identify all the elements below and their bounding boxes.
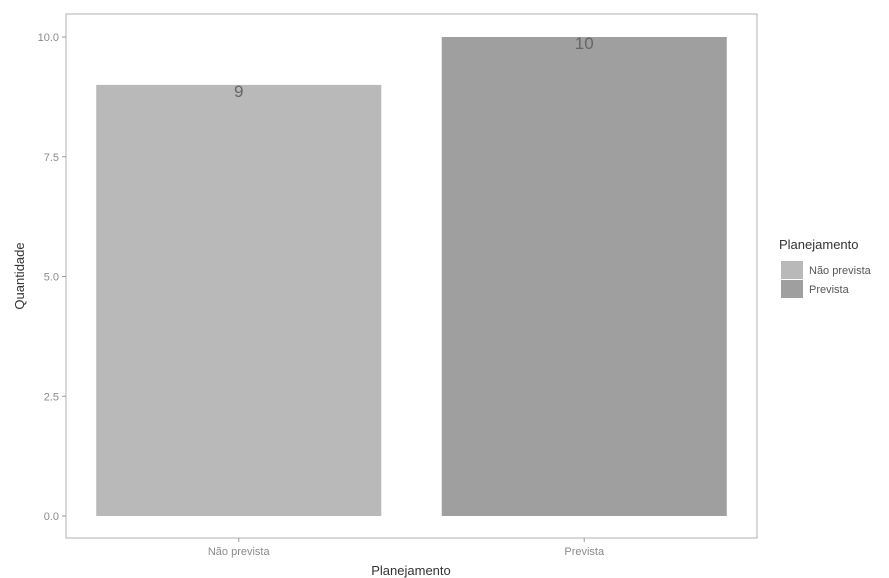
y-axis: 0.0 2.5 5.0 7.5 10.0 xyxy=(38,32,66,523)
y-tick-label: 7.5 xyxy=(44,152,59,164)
legend-title: Planejamento xyxy=(779,237,859,252)
x-tick-label: Prevista xyxy=(564,546,605,558)
bar xyxy=(96,84,382,517)
x-tick-label: Não prevista xyxy=(208,546,271,558)
data-labels: 9 10 xyxy=(234,34,594,101)
data-label: 9 xyxy=(234,82,243,101)
legend-swatch xyxy=(781,261,803,279)
x-axis-title: Planejamento xyxy=(371,563,451,578)
legend-label: Não prevista xyxy=(809,265,872,277)
x-axis: Não prevista Prevista xyxy=(208,538,605,558)
y-tick-label: 0.0 xyxy=(44,511,59,523)
y-tick-label: 2.5 xyxy=(44,391,59,403)
legend: Planejamento Não prevista Prevista xyxy=(779,237,872,298)
data-label: 10 xyxy=(575,34,594,53)
y-tick-label: 5.0 xyxy=(44,272,59,284)
bars xyxy=(96,37,727,517)
y-axis-title: Quantidade xyxy=(12,242,27,309)
y-tick-label: 10.0 xyxy=(38,32,59,44)
bar xyxy=(441,37,727,516)
legend-swatch xyxy=(781,280,803,298)
legend-label: Prevista xyxy=(809,284,850,296)
